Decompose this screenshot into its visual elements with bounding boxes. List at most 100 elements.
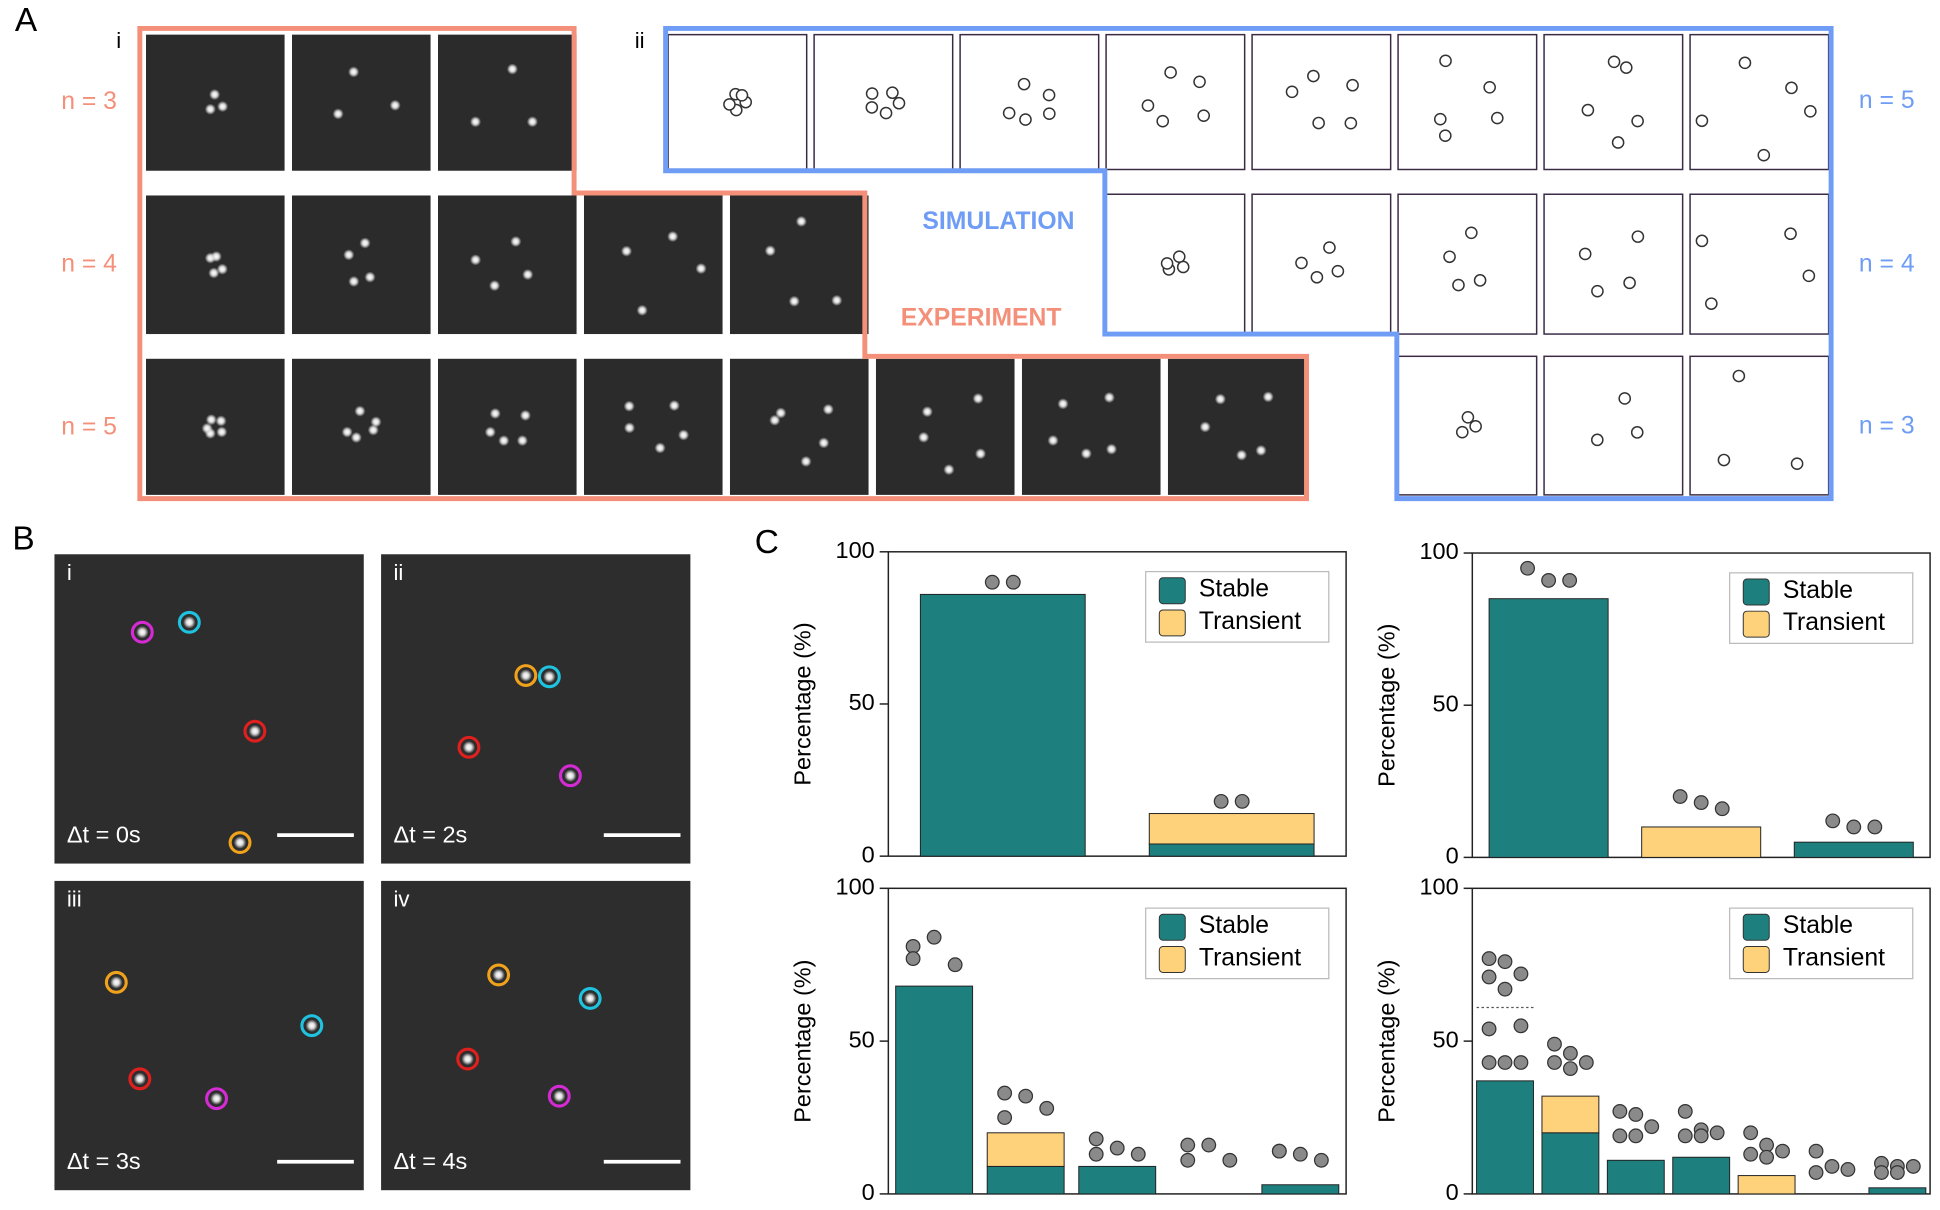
particle xyxy=(564,769,577,782)
bar-segment xyxy=(1488,598,1609,858)
data-point xyxy=(1578,1055,1594,1070)
data-point xyxy=(1840,1162,1856,1177)
y-tick-label: 0 xyxy=(1446,843,1459,869)
time-label: Δt = 3s xyxy=(67,1148,141,1174)
particle xyxy=(1307,69,1320,83)
bar-segment xyxy=(1793,841,1914,858)
experiment-image xyxy=(292,358,431,495)
data-point xyxy=(1130,1146,1146,1162)
y-tick-label: 100 xyxy=(1419,538,1458,564)
particle xyxy=(332,108,344,120)
bar-segment xyxy=(1541,1095,1600,1134)
bar-segment xyxy=(1868,1187,1927,1195)
row-label: n = 3 xyxy=(1859,412,1915,439)
bar-segment xyxy=(1606,1159,1665,1195)
data-point xyxy=(926,929,942,945)
particle xyxy=(822,403,834,415)
tracking-ring xyxy=(104,970,128,994)
experiment-image xyxy=(583,358,723,495)
microscopy-frame xyxy=(54,554,364,864)
simulation-outline xyxy=(663,25,1834,502)
particle xyxy=(695,263,707,275)
particle xyxy=(208,267,220,279)
legend-swatch xyxy=(1742,913,1770,941)
simulation-frame xyxy=(1543,33,1684,171)
particle xyxy=(210,1092,223,1105)
legend-label: Transient xyxy=(1199,944,1301,971)
particle xyxy=(1790,457,1804,471)
particle xyxy=(469,116,482,128)
particle xyxy=(886,86,899,100)
particle xyxy=(921,406,933,418)
particle xyxy=(370,416,382,428)
data-point xyxy=(1759,1149,1775,1165)
simulation-frame xyxy=(1251,33,1392,171)
experiment-image xyxy=(437,358,577,495)
y-tick-label: 0 xyxy=(862,841,875,867)
experiment-image xyxy=(146,358,285,495)
simulation-frame xyxy=(1543,193,1684,335)
particle xyxy=(1802,269,1816,283)
particle xyxy=(133,1072,147,1086)
particle xyxy=(553,1089,566,1103)
experiment-outline xyxy=(137,25,1309,502)
tracking-ring xyxy=(487,963,511,987)
particle xyxy=(1483,80,1496,94)
particle xyxy=(305,1019,318,1032)
particle xyxy=(216,426,228,438)
data-point xyxy=(1088,1131,1104,1147)
particle xyxy=(233,836,247,849)
data-point xyxy=(1222,1152,1238,1168)
particle xyxy=(972,392,984,405)
particle xyxy=(1804,104,1817,118)
tracking-ring xyxy=(457,735,481,759)
particle xyxy=(1105,443,1118,455)
experiment-image xyxy=(437,195,577,335)
particle xyxy=(1611,136,1625,149)
particle xyxy=(1469,420,1482,433)
particle xyxy=(795,215,807,228)
legend-swatch xyxy=(1158,945,1186,973)
tracking-ring xyxy=(514,664,538,687)
particle xyxy=(943,464,955,476)
data-point xyxy=(1088,1146,1104,1162)
bar-segment xyxy=(986,1132,1065,1167)
particle xyxy=(506,63,518,75)
y-axis-label: Percentage (%) xyxy=(1373,624,1399,787)
particle xyxy=(216,263,228,275)
particle xyxy=(1197,109,1211,122)
experiment-image xyxy=(729,358,869,495)
particle xyxy=(1160,257,1174,270)
particle xyxy=(1465,226,1478,240)
particle xyxy=(183,616,196,629)
simulation-frame xyxy=(1251,193,1392,335)
data-point xyxy=(1201,1137,1217,1153)
simulation-frame xyxy=(1689,193,1830,335)
legend-label: Transient xyxy=(1783,944,1885,971)
bar-segment xyxy=(986,1165,1065,1195)
simulation-label: SIMULATION xyxy=(922,208,1074,235)
bar-segment xyxy=(1078,1165,1157,1195)
particle xyxy=(498,435,510,447)
data-point xyxy=(1824,1158,1840,1174)
simulation-frame xyxy=(1397,33,1538,171)
data-point xyxy=(905,938,921,954)
particle xyxy=(1255,444,1267,457)
particle xyxy=(1695,114,1709,128)
simulation-frame xyxy=(1543,355,1684,496)
particle xyxy=(1695,234,1709,248)
data-point xyxy=(1292,1146,1308,1162)
y-axis-label: Percentage (%) xyxy=(1373,959,1399,1122)
y-tick-label: 50 xyxy=(849,689,875,715)
particle xyxy=(1236,449,1248,461)
bar-segment xyxy=(1261,1184,1340,1195)
particle xyxy=(354,405,366,417)
data-point xyxy=(1005,574,1021,590)
data-point xyxy=(1481,951,1497,967)
particle xyxy=(1172,250,1186,264)
particle xyxy=(1738,56,1752,70)
particle xyxy=(1452,278,1465,292)
time-label: Δt = 2s xyxy=(393,822,467,848)
particle xyxy=(136,626,149,639)
bar-chart: 0 50 100 Percentage (%) Stable Transient xyxy=(1373,538,1931,869)
